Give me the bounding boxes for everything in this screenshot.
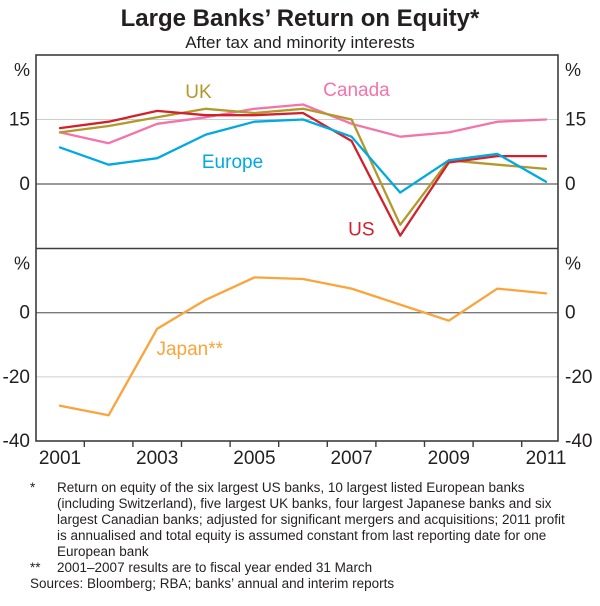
series-line-canada xyxy=(58,103,548,145)
x-axis-label: 2001 xyxy=(39,448,81,469)
y-axis-label-left: 0 xyxy=(19,174,30,195)
series-label-us: US xyxy=(348,220,374,241)
y-axis-label-right: -40 xyxy=(565,431,592,452)
footnote-2: ** 2001–2007 results are to fiscal year … xyxy=(30,560,576,576)
y-axis-unit-left: % xyxy=(14,60,30,80)
footnote-1-text: Return on equity of the six largest US b… xyxy=(57,480,565,559)
series-label-uk: UK xyxy=(185,82,212,103)
x-axis-label: 2011 xyxy=(526,448,567,469)
x-axis-label: 2005 xyxy=(233,448,275,469)
y-axis-unit-right: % xyxy=(565,254,581,274)
y-axis-label-left: 0 xyxy=(19,303,30,324)
series-line-europe xyxy=(58,118,548,194)
series-line-us xyxy=(58,109,548,237)
sources-line: Sources: Bloomberg; RBA; banks’ annual a… xyxy=(30,576,395,591)
footnote-2-marker: ** xyxy=(30,560,41,575)
series-label-japan: Japan** xyxy=(156,339,223,360)
x-axis-label: 2009 xyxy=(428,448,470,469)
y-axis-label-left: 15 xyxy=(9,110,30,131)
y-axis-label-left: -40 xyxy=(3,431,30,452)
chart-title: Large Banks’ Return on Equity* xyxy=(120,5,480,32)
y-axis-unit-right: % xyxy=(565,60,581,80)
chart-subtitle: After tax and minority interests xyxy=(185,33,415,52)
footnote-2-text: 2001–2007 results are to fiscal year end… xyxy=(57,560,373,575)
y-axis-label-right: 15 xyxy=(565,110,586,131)
x-axis-label: 2003 xyxy=(136,448,178,469)
y-axis-label-right: 0 xyxy=(565,303,576,324)
y-axis-label-left: -20 xyxy=(3,367,30,388)
y-axis-unit-left: % xyxy=(14,254,30,274)
series-label-europe: Europe xyxy=(202,152,263,173)
series-line-uk xyxy=(58,107,548,226)
footnotes: * Return on equity of the six largest US… xyxy=(30,480,576,592)
series-line-japan xyxy=(58,276,548,417)
y-axis-label-right: -20 xyxy=(565,367,592,388)
footnote-1-marker: * xyxy=(30,480,36,495)
series-label-canada: Canada xyxy=(323,80,390,101)
y-axis-label-right: 0 xyxy=(565,174,576,195)
roe-line-chart: Canada UK US Europe% % 15 15 0 0 Japan**% % 0 0 -20 -2… xyxy=(3,54,592,469)
x-axis-label: 2007 xyxy=(330,448,372,469)
footnote-1: * Return on equity of the six largest US… xyxy=(30,480,576,560)
